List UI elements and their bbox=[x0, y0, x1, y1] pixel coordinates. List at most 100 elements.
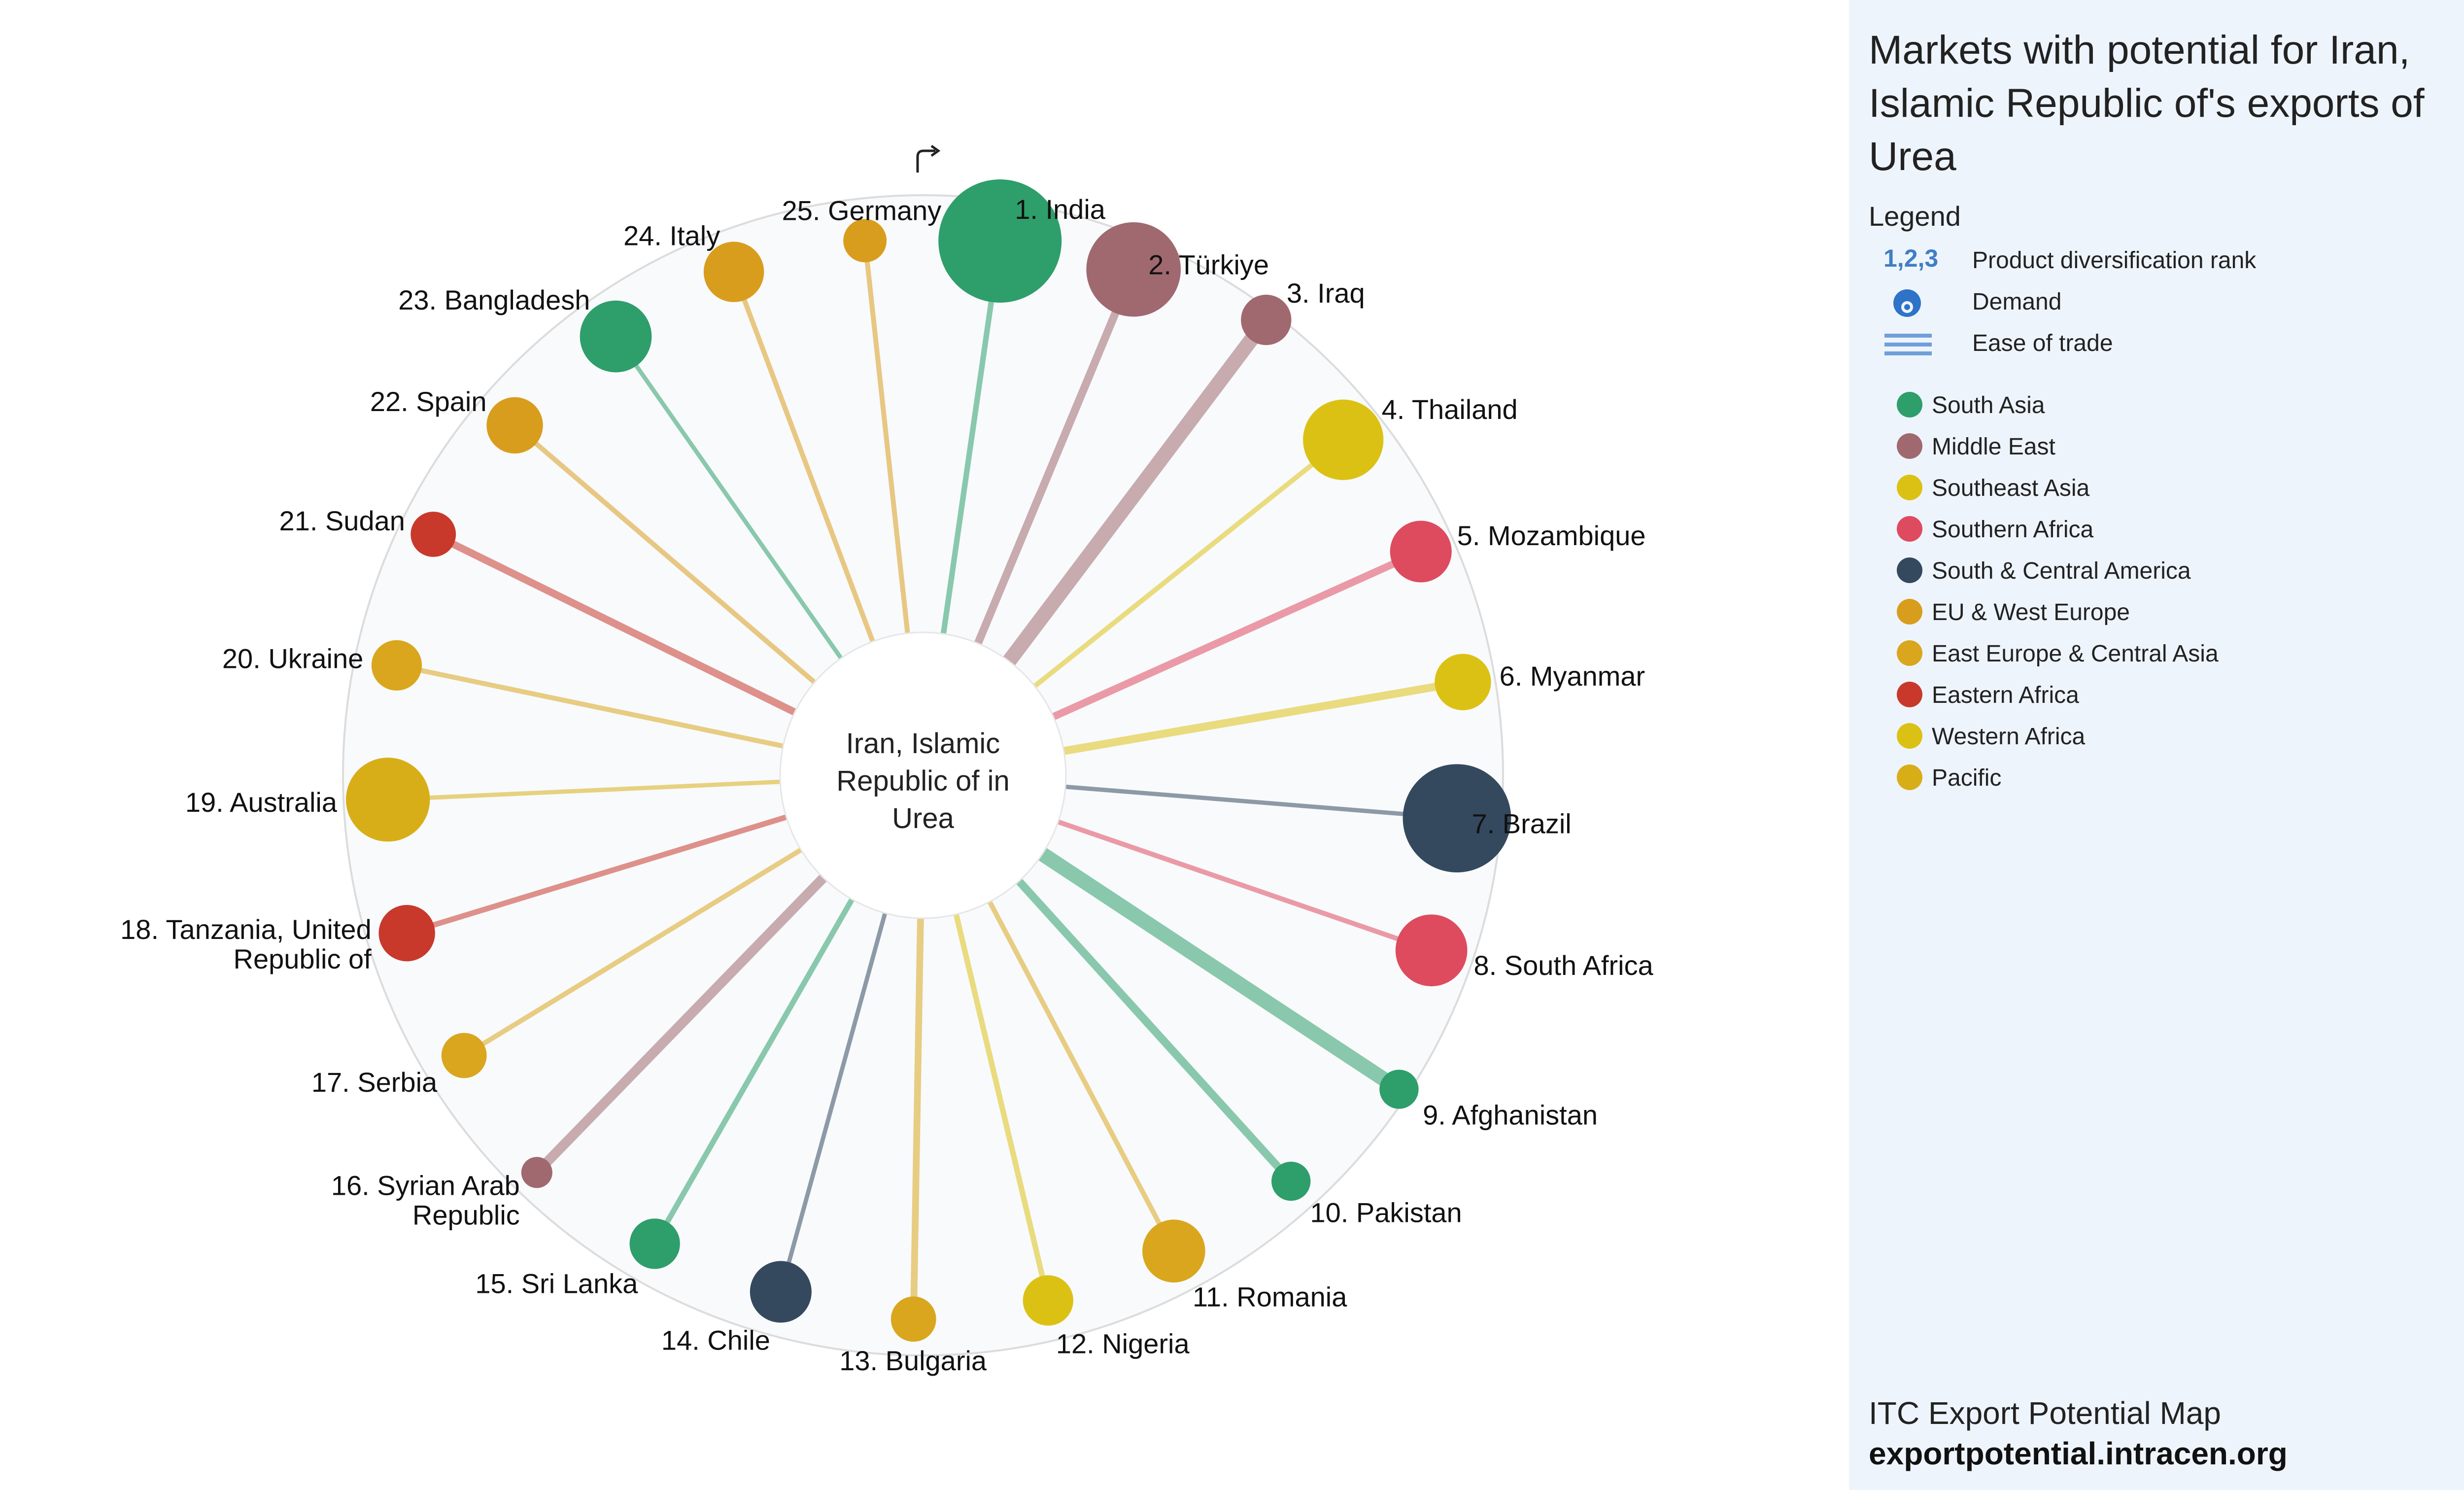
market-spoke bbox=[940, 241, 1003, 634]
market-label[interactable]: 5. Mozambique bbox=[1457, 520, 1646, 551]
region-color-dot bbox=[1897, 433, 1922, 459]
market-demand-circle[interactable] bbox=[1271, 1161, 1311, 1201]
market-label[interactable]: 3. Iraq bbox=[1287, 277, 1365, 309]
market-demand-circle[interactable] bbox=[1395, 914, 1468, 987]
market-label[interactable]: 24. Italy bbox=[623, 220, 720, 251]
market-spoke bbox=[974, 268, 1137, 645]
market-demand-circle[interactable] bbox=[629, 1218, 680, 1269]
region-legend-label: Eastern Africa bbox=[1932, 682, 2079, 708]
region-color-dot bbox=[1897, 723, 1922, 749]
market-demand-circle[interactable] bbox=[1303, 399, 1384, 480]
market-spoke bbox=[1052, 548, 1423, 720]
region-color-dot bbox=[1897, 475, 1922, 500]
market-label[interactable]: 20. Ukraine bbox=[222, 643, 363, 674]
market-demand-circle[interactable] bbox=[411, 512, 456, 557]
market-label[interactable]: 11. Romania bbox=[1193, 1281, 1347, 1312]
market-demand-circle[interactable] bbox=[1023, 1275, 1073, 1326]
market-demand-circle[interactable] bbox=[1379, 1070, 1419, 1109]
market-label[interactable]: 14. Chile bbox=[661, 1325, 770, 1356]
market-spoke bbox=[731, 271, 875, 643]
market-label[interactable]: 18. Tanzania, United Republic of bbox=[120, 914, 372, 974]
market-spoke bbox=[387, 779, 781, 802]
market-label[interactable]: 16. Syrian Arab Republic bbox=[331, 1170, 520, 1230]
market-label[interactable]: 6. Myanmar bbox=[1500, 660, 1645, 692]
market-spoke bbox=[533, 874, 827, 1176]
market-demand-circle[interactable] bbox=[703, 242, 764, 302]
market-label[interactable]: 13. Bulgaria bbox=[839, 1345, 987, 1376]
market-spoke bbox=[406, 814, 787, 936]
demand-circle-icon bbox=[1893, 289, 1921, 317]
region-legend-label: South Asia bbox=[1932, 392, 2045, 418]
region-color-dot bbox=[1897, 764, 1922, 790]
market-demand-circle[interactable] bbox=[750, 1261, 812, 1323]
market-label[interactable]: 8. South Africa bbox=[1474, 950, 1654, 981]
market-demand-circle[interactable] bbox=[843, 219, 887, 263]
region-color-dot bbox=[1897, 599, 1922, 624]
region-legend-label: Southeast Asia bbox=[1932, 475, 2090, 501]
market-spoke bbox=[987, 901, 1176, 1252]
region-legend-item[interactable]: Southern Africa bbox=[1869, 508, 2464, 550]
market-demand-circle[interactable] bbox=[938, 179, 1062, 303]
region-legend-item[interactable]: Pacific bbox=[1869, 757, 2464, 798]
region-legend-label: South & Central America bbox=[1932, 558, 2191, 584]
market-label[interactable]: 10. Pakistan bbox=[1310, 1197, 1462, 1228]
region-color-dot bbox=[1897, 682, 1922, 707]
market-demand-circle[interactable] bbox=[345, 758, 430, 842]
market-spoke bbox=[614, 335, 843, 659]
footer-link[interactable]: exportpotential.intracen.org bbox=[1869, 1436, 2288, 1471]
market-spoke bbox=[1065, 784, 1457, 821]
market-label[interactable]: 2. Türkiye bbox=[1148, 249, 1269, 280]
market-label[interactable]: 21. Sudan bbox=[279, 505, 405, 536]
market-demand-circle[interactable] bbox=[890, 1296, 936, 1342]
page-title: Markets with potential for Iran, Islamic… bbox=[1869, 28, 2425, 179]
market-spoke bbox=[1057, 819, 1433, 953]
legend-item-demand: Demand bbox=[1869, 282, 2464, 324]
market-demand-circle[interactable] bbox=[1403, 764, 1511, 873]
footer: ITC Export Potential Map exportpotential… bbox=[1869, 1395, 2288, 1472]
market-label[interactable]: 25. Germany bbox=[782, 195, 942, 226]
market-spoke bbox=[463, 847, 803, 1058]
region-legend-item[interactable]: Southeast Asia bbox=[1869, 467, 2464, 508]
market-spoke bbox=[1016, 878, 1294, 1184]
region-color-dot bbox=[1897, 516, 1922, 542]
reset-arrow-icon[interactable] bbox=[916, 144, 941, 173]
market-demand-circle[interactable] bbox=[378, 905, 435, 962]
market-spoke bbox=[652, 898, 855, 1246]
market-demand-circle[interactable] bbox=[441, 1033, 487, 1078]
region-legend-item[interactable]: South & Central America bbox=[1869, 550, 2464, 591]
region-legend-item[interactable]: East Europe & Central Asia bbox=[1869, 632, 2464, 674]
footer-source: ITC Export Potential Map bbox=[1869, 1395, 2221, 1431]
market-demand-circle[interactable] bbox=[521, 1157, 552, 1188]
region-legend-item[interactable]: Western Africa bbox=[1869, 715, 2464, 757]
market-label[interactable]: 7. Brazil bbox=[1472, 808, 1571, 839]
region-legend-list: South Asia Middle East Southeast Asia South… bbox=[1869, 384, 2464, 798]
market-demand-circle[interactable] bbox=[1241, 294, 1292, 346]
market-label[interactable]: 15. Sri Lanka bbox=[475, 1268, 638, 1299]
market-demand-circle[interactable] bbox=[1086, 222, 1181, 317]
market-demand-circle[interactable] bbox=[1435, 654, 1491, 710]
market-demand-circle[interactable] bbox=[1142, 1219, 1205, 1282]
region-legend-label: Southern Africa bbox=[1932, 517, 2094, 543]
market-spoke bbox=[1063, 678, 1464, 755]
market-label[interactable]: 19. Australia bbox=[185, 787, 338, 818]
market-spoke bbox=[431, 531, 797, 716]
market-demand-circle[interactable] bbox=[1390, 520, 1452, 583]
market-label[interactable]: 1. India bbox=[1015, 194, 1106, 225]
market-label[interactable]: 23. Bangladesh bbox=[398, 284, 590, 315]
market-label[interactable]: 12. Nigeria bbox=[1056, 1328, 1190, 1359]
market-demand-circle[interactable] bbox=[371, 640, 422, 691]
region-legend-item[interactable]: Middle East bbox=[1869, 425, 2464, 467]
market-label[interactable]: 17. Serbia bbox=[311, 1067, 438, 1098]
rank-numbers-icon: 1,2,3 bbox=[1883, 244, 1939, 272]
market-demand-circle[interactable] bbox=[580, 300, 652, 373]
legend-item-label: Ease of trade bbox=[1972, 330, 2113, 356]
radial-chart-area: Iran, Islamic Republic of in Urea 1. India… bbox=[120, 144, 1654, 1376]
region-legend-label: EU & West Europe bbox=[1932, 599, 2130, 625]
market-label[interactable]: 9. Afghanistan bbox=[1423, 1100, 1598, 1131]
market-label[interactable]: 22. Spain bbox=[370, 386, 487, 417]
market-demand-circle[interactable] bbox=[486, 397, 543, 454]
region-legend-item[interactable]: EU & West Europe bbox=[1869, 591, 2464, 632]
region-legend-item[interactable]: South Asia bbox=[1869, 384, 2464, 425]
region-legend-item[interactable]: Eastern Africa bbox=[1869, 674, 2464, 715]
market-label[interactable]: 4. Thailand bbox=[1382, 394, 1518, 425]
